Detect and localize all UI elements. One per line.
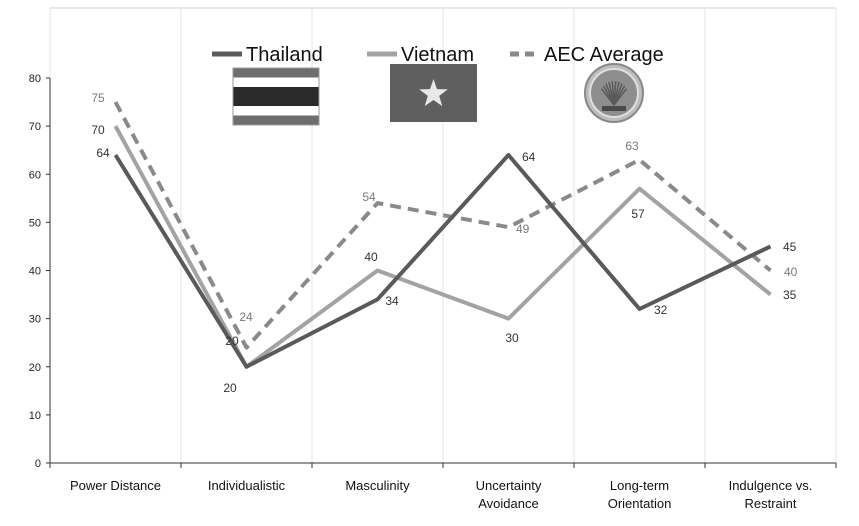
data-label: 64 [522,150,536,164]
data-label: 40 [784,265,798,279]
data-label: 30 [505,331,519,345]
legend-label: Vietnam [401,44,474,66]
data-label: 75 [91,91,105,105]
data-label: 70 [91,123,105,137]
data-label: 40 [364,250,378,264]
y-tick-label: 70 [29,121,41,133]
x-tick-label: Masculinity [345,478,410,493]
axes: 0 10 20 30 40 50 60 70 80 Power Distance Individua… [29,73,837,511]
thailand-flag-icon [232,67,320,126]
y-tick-label: 10 [29,410,41,422]
x-tick-label: Indulgence vs. [729,478,813,493]
data-label: 34 [385,294,399,308]
data-label: 63 [625,139,639,153]
x-tick-label: Power Distance [70,478,161,493]
data-label: 57 [631,207,645,221]
flag-stripe [233,68,319,78]
x-tick-label: Individualistic [208,478,286,493]
flag-star [419,79,448,107]
data-label: 54 [362,190,376,204]
data-label: 45 [783,240,797,254]
flag-stripe [233,87,319,106]
y-tick-label: 20 [29,362,41,374]
flag-stripe [233,106,319,116]
y-tick-label: 0 [35,458,41,470]
data-label: 64 [96,146,110,160]
x-tick-label: Long-term [610,478,669,493]
y-tick-label: 60 [29,169,41,181]
emblem-inner [589,68,639,118]
data-label: 20 [225,334,239,348]
data-labels: 64 20 34 64 32 45 70 20 40 30 57 35 75 24 54 49 63 40 [91,91,797,395]
legend-label: Thailand [246,44,323,66]
vietnam-flag-icon [390,64,477,122]
data-label: 20 [223,381,237,395]
series-line-thailand [113,153,772,369]
x-tick-label: Avoidance [478,496,538,511]
series-line-aec-average [113,101,772,350]
asean-emblem-icon [584,63,644,123]
data-label: 32 [654,303,668,317]
flag-stripe [233,115,319,125]
data-label: 49 [516,222,530,236]
y-tick-label: 30 [29,314,41,326]
y-tick-label: 50 [29,217,41,229]
legend-label: AEC Average [544,44,664,66]
y-tick-label: 80 [29,73,41,85]
series-lines [113,101,772,369]
emblem-stalk [613,88,628,106]
legend: Thailand Vietnam AEC Average [212,44,664,126]
series-line-vietnam [113,125,772,369]
flag-stripe [233,77,319,87]
data-label: 35 [783,288,797,302]
flag-border [232,67,320,126]
emblem-base [602,106,626,111]
data-label: 24 [239,310,253,324]
x-tick-label: Restraint [744,496,796,511]
x-tick-label: Orientation [608,496,672,511]
x-tick-label: Uncertainty [476,478,542,493]
y-tick-label: 40 [29,266,41,278]
